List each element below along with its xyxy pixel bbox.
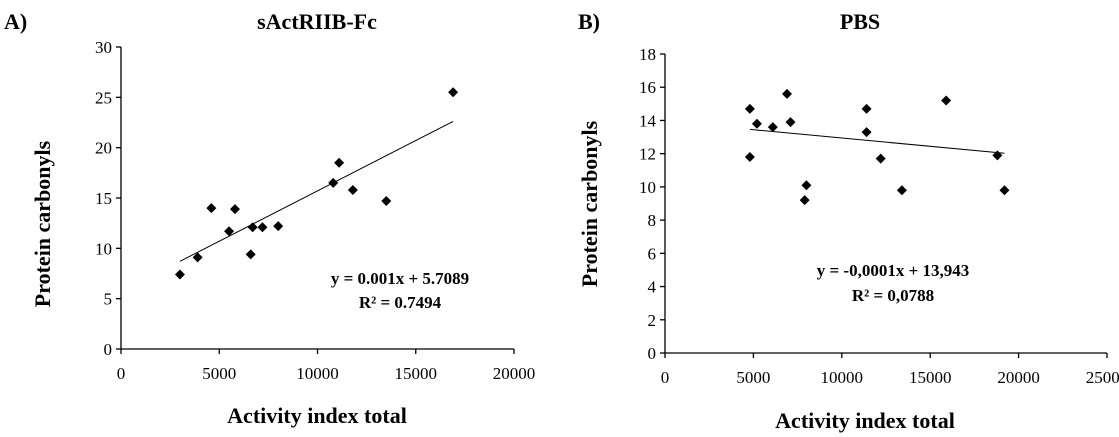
panel-b-y-tick-label: 16 (639, 78, 656, 97)
panel-b-data-point (861, 103, 872, 114)
panel-b-y-tick-label: 10 (639, 178, 656, 197)
panel-b-data-point (767, 122, 778, 133)
panel-b-data-point (744, 151, 755, 162)
panel-b-label: B) (578, 9, 600, 34)
panel-a-data-point (245, 249, 256, 260)
panel-a-y-tick-label: 5 (104, 290, 113, 309)
panel-a-title: sActRIIB-Fc (257, 9, 377, 34)
panel-b-x-tick-label: 25000 (1086, 368, 1119, 387)
panel-a-y-tick-label: 20 (95, 139, 112, 158)
panel-a-data-point (381, 196, 392, 207)
panel-a-data-point (229, 204, 240, 215)
panel-b-equation: y = -0,0001x + 13,943 (817, 261, 970, 280)
panel-b-trendline (749, 128, 1005, 154)
panel-a-x-tick-label: 0 (117, 364, 126, 383)
panel-a-y-tick-label: 0 (104, 340, 113, 359)
panel-a-data-point (448, 87, 459, 98)
panel-b-y-tick-label: 2 (648, 311, 657, 330)
panel-a-y-tick-label: 15 (95, 189, 112, 208)
panel-b-r-squared: R² = 0,0788 (852, 286, 934, 305)
panel-b-x-tick-label: 5000 (736, 368, 770, 387)
panel-b-data-point (785, 117, 796, 128)
panel-b-data-point (896, 185, 907, 196)
panel-b-x-tick-label: 15000 (909, 368, 952, 387)
panel-b-data-point (751, 118, 762, 129)
panel-a-x-tick-label: 15000 (395, 364, 438, 383)
panel-b-chart: B) PBS Activity index total Protein carb… (577, 9, 1119, 433)
panel-a-xlabel: Activity index total (227, 403, 407, 428)
panel-a-data-point (257, 222, 268, 233)
panel-b-x-tick-label: 0 (661, 368, 670, 387)
panel-b-data-point (799, 195, 810, 206)
panel-a-data-point (328, 177, 339, 188)
panel-a-y-tick-label: 25 (95, 88, 112, 107)
panel-a-ylabel: Protein carbonyls (30, 140, 55, 307)
panel-a-trendline (179, 120, 454, 262)
panel-b-ylabel: Protein carbonyls (577, 120, 602, 287)
panel-a-data-point (273, 221, 284, 232)
panel-a-x-tick-label: 20000 (493, 364, 536, 383)
panel-a-chart: A) sActRIIB-Fc Activity index total Prot… (4, 9, 535, 428)
panel-a-data-point (334, 157, 345, 168)
panel-a-y-tick-label: 10 (95, 239, 112, 258)
panel-b-data-point (781, 88, 792, 99)
panel-b-data-point (875, 153, 886, 164)
panel-a-y-tick-label: 30 (95, 38, 112, 57)
panel-b-y-tick-label: 12 (639, 145, 656, 164)
panel-b-y-tick-label: 18 (639, 45, 656, 64)
panel-b-xlabel: Activity index total (775, 408, 955, 433)
panel-a-data-point (247, 222, 258, 233)
panel-a-data-point (206, 203, 217, 214)
panel-b-y-tick-label: 6 (648, 244, 657, 263)
panel-b-data-point (744, 103, 755, 114)
panel-b-data-point (801, 180, 812, 191)
panel-b-data-point (861, 127, 872, 138)
panel-b-y-tick-label: 4 (648, 278, 657, 297)
panel-a-r-squared: R² = 0.7494 (359, 293, 442, 312)
panel-a-x-tick-label: 5000 (202, 364, 236, 383)
panel-b-data-point (941, 95, 952, 106)
panel-a-data-point (224, 226, 235, 237)
panel-a-data-point (174, 269, 185, 280)
panel-a-data-point (192, 252, 203, 263)
panel-a-data-point (347, 184, 358, 195)
panel-b-x-tick-label: 10000 (821, 368, 864, 387)
panel-b-y-tick-label: 8 (648, 211, 657, 230)
panel-a-equation: y = 0.001x + 5.7089 (331, 269, 469, 288)
panel-a-label: A) (4, 9, 27, 34)
panel-b-data-point (992, 150, 1003, 161)
panel-b-x-tick-label: 20000 (997, 368, 1040, 387)
panel-b-y-tick-label: 0 (648, 344, 657, 363)
panel-b-title: PBS (840, 9, 880, 34)
panel-b-data-point (999, 185, 1010, 196)
panel-a-x-tick-label: 10000 (296, 364, 339, 383)
panel-b-y-tick-label: 14 (639, 111, 657, 130)
